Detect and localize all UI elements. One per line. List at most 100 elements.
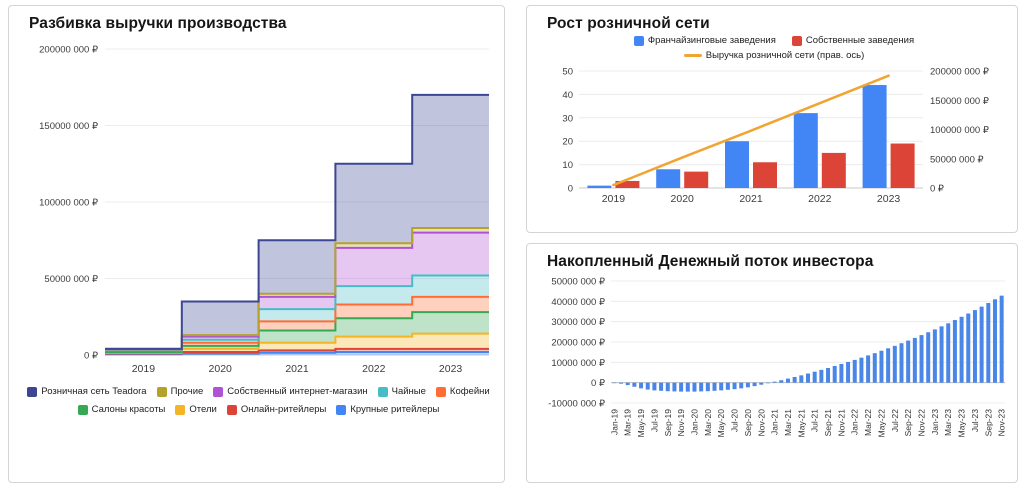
area-strokes bbox=[105, 93, 489, 356]
bar bbox=[946, 323, 951, 383]
production-chart-legend: Розничная сеть Teadora Прочие Собственный … bbox=[21, 386, 496, 415]
svg-text:Sep-21: Sep-21 bbox=[823, 409, 833, 437]
bar bbox=[992, 299, 997, 383]
bar bbox=[632, 382, 637, 387]
legend-item: Выручка розничной сети (прав. ось) bbox=[683, 50, 864, 61]
svg-text:0 ₽: 0 ₽ bbox=[591, 378, 606, 389]
x-axis-labels: Jan-19 Mar-19 May-19 Jul-19 Sep-19 Nov-19 Jan-… bbox=[609, 409, 1006, 438]
svg-text:Sep-22: Sep-22 bbox=[903, 409, 913, 437]
bar bbox=[972, 310, 977, 383]
legend-item: Салоны красоты bbox=[77, 404, 166, 415]
production-revenue-chart-card[interactable]: Разбивка выручки производства 0 ₽ 50000 0… bbox=[8, 5, 505, 483]
bar bbox=[906, 340, 911, 383]
svg-text:Nov-20: Nov-20 bbox=[756, 409, 766, 437]
svg-text:50000 000 ₽: 50000 000 ₽ bbox=[44, 274, 99, 285]
retail-chart-title: Рост розничной сети bbox=[547, 15, 710, 32]
svg-text:Mar-21: Mar-21 bbox=[783, 409, 793, 436]
bar bbox=[886, 348, 891, 383]
legend-item: Собственный интернет-магазин bbox=[213, 386, 368, 397]
series-area-4 bbox=[105, 296, 489, 352]
svg-text:Jul-22: Jul-22 bbox=[890, 409, 900, 432]
svg-text:10000 000 ₽: 10000 000 ₽ bbox=[551, 358, 606, 369]
legend-label: Салоны красоты bbox=[91, 404, 166, 415]
legend-label: Розничная сеть Teadora bbox=[41, 386, 147, 397]
svg-text:100000 000 ₽: 100000 000 ₽ bbox=[39, 198, 99, 209]
series-line-8 bbox=[105, 93, 489, 350]
legend-item: Чайные bbox=[377, 386, 426, 397]
legend-label: Прочие bbox=[170, 386, 204, 397]
svg-text:2022: 2022 bbox=[362, 363, 386, 375]
legend-row: Выручка розничной сети (прав. ось) bbox=[543, 50, 1005, 61]
bar bbox=[752, 382, 757, 387]
legend-item: Отели bbox=[175, 404, 217, 415]
legend-label: Собственные заведения bbox=[805, 35, 915, 46]
bar bbox=[656, 169, 681, 188]
bar bbox=[806, 373, 810, 383]
svg-text:Jul-23: Jul-23 bbox=[970, 409, 980, 432]
bar bbox=[659, 382, 664, 391]
svg-text:0 ₽: 0 ₽ bbox=[84, 351, 99, 362]
bar bbox=[846, 361, 851, 383]
bar bbox=[866, 355, 871, 383]
bar bbox=[665, 382, 670, 392]
area-fills bbox=[105, 94, 489, 355]
svg-text:Jan-20: Jan-20 bbox=[689, 409, 699, 435]
bar bbox=[753, 162, 777, 188]
svg-text:May-23: May-23 bbox=[957, 409, 967, 438]
legend-item: Розничная сеть Teadora bbox=[27, 386, 147, 397]
legend-item: Крупные ритейлеры bbox=[336, 404, 439, 415]
svg-text:50000 000 ₽: 50000 000 ₽ bbox=[930, 154, 985, 165]
bar bbox=[932, 329, 937, 383]
svg-text:Jan-19: Jan-19 bbox=[609, 409, 619, 435]
gridlines: 0 ₽ 50000 000 ₽ 100000 000 ₽ 150000 000 ₽ 20… bbox=[39, 45, 489, 362]
legend-color-swatch bbox=[336, 404, 347, 415]
legend-label: Собственный интернет-магазин bbox=[227, 386, 368, 397]
bar bbox=[821, 152, 846, 188]
bar bbox=[859, 357, 864, 383]
svg-text:2023: 2023 bbox=[877, 193, 901, 205]
cashflow-chart-card[interactable]: Накопленный Денежный поток инвестора -10… bbox=[526, 243, 1018, 483]
svg-text:2020: 2020 bbox=[671, 193, 695, 205]
legend-item: Франчайзинговые заведения bbox=[633, 35, 776, 46]
revenue-line bbox=[612, 74, 890, 187]
legend-item: Онлайн-ритейлеры bbox=[226, 404, 326, 415]
legend-line-swatch bbox=[683, 54, 702, 57]
bar bbox=[684, 171, 709, 188]
legend-color-swatch bbox=[156, 386, 167, 397]
legend-label: Отели bbox=[189, 404, 217, 415]
bar bbox=[939, 326, 944, 383]
bar bbox=[759, 382, 764, 385]
bar bbox=[892, 345, 897, 383]
retail-chart-svg: 0 10 20 30 40 50 0 ₽ 50000 000 ₽ 100000 000 ₽ 150… bbox=[562, 67, 990, 206]
bar bbox=[587, 185, 612, 188]
legend-color-swatch bbox=[77, 404, 88, 415]
retail-growth-chart-card[interactable]: Рост розничной сети Франчайзинговые заве… bbox=[526, 5, 1018, 233]
bar bbox=[792, 376, 797, 383]
svg-text:100000 000 ₽: 100000 000 ₽ bbox=[930, 125, 990, 136]
bar bbox=[692, 382, 697, 392]
legend-color-swatch bbox=[175, 404, 186, 415]
legend-label: Чайные bbox=[391, 386, 426, 397]
series-area-5 bbox=[105, 275, 489, 351]
legend-color-swatch bbox=[27, 386, 38, 397]
svg-text:May-20: May-20 bbox=[716, 409, 726, 438]
svg-text:2022: 2022 bbox=[808, 193, 832, 205]
svg-text:-10000 000 ₽: -10000 000 ₽ bbox=[548, 399, 606, 410]
svg-text:Mar-19: Mar-19 bbox=[623, 409, 633, 436]
bar bbox=[699, 382, 704, 392]
bar bbox=[652, 382, 657, 391]
svg-text:200000 000 ₽: 200000 000 ₽ bbox=[39, 45, 99, 56]
bar bbox=[852, 359, 857, 383]
bar bbox=[619, 382, 624, 384]
svg-text:2021: 2021 bbox=[285, 363, 309, 375]
svg-text:30: 30 bbox=[562, 113, 573, 124]
svg-text:Mar-23: Mar-23 bbox=[943, 409, 953, 436]
svg-text:Sep-19: Sep-19 bbox=[663, 409, 673, 437]
svg-text:Mar-20: Mar-20 bbox=[703, 409, 713, 436]
svg-text:20000 000 ₽: 20000 000 ₽ bbox=[551, 338, 606, 349]
legend-color-swatch bbox=[791, 35, 802, 46]
bar bbox=[679, 382, 684, 392]
svg-text:Jul-20: Jul-20 bbox=[730, 409, 740, 432]
svg-text:Jan-23: Jan-23 bbox=[930, 409, 940, 435]
production-chart-svg: 0 ₽ 50000 000 ₽ 100000 000 ₽ 150000 000 ₽ 20… bbox=[39, 45, 489, 375]
